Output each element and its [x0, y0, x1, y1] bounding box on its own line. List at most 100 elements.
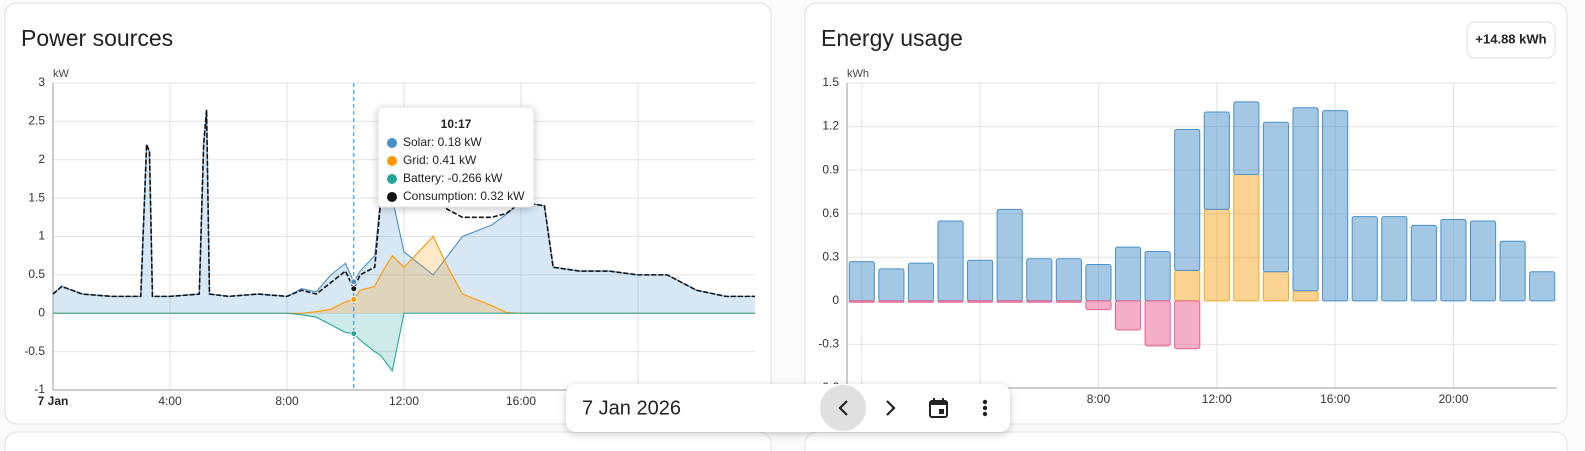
y-tick-label: 0: [832, 293, 839, 307]
bar: [1469, 220, 1497, 302]
x-tick-label: 4:00: [158, 394, 182, 408]
bar: [1144, 250, 1171, 302]
bar: [907, 262, 935, 302]
bar: [1322, 110, 1349, 302]
tooltip-swatch: [387, 174, 397, 184]
cursor-point: [350, 295, 358, 303]
prev-button[interactable]: [820, 385, 866, 431]
bar: [1203, 208, 1230, 302]
series-area: [53, 109, 755, 314]
calendar-icon-day: [939, 409, 944, 414]
menu-button[interactable]: [982, 399, 988, 417]
y-tick-label: -0.3: [818, 337, 839, 351]
y-tick-label: -1: [34, 382, 45, 396]
tooltip-item: Battery: -0.266 kW: [403, 171, 503, 185]
bar: [1085, 264, 1112, 302]
tooltip-title: 10:17: [441, 117, 472, 131]
chart-title: Power sources: [21, 25, 173, 51]
bar: [1144, 300, 1171, 347]
bar: [1529, 271, 1556, 302]
y-axis-unit: kWh: [847, 68, 869, 80]
y-tick-label: 0.5: [28, 267, 45, 281]
bar: [1499, 240, 1526, 302]
chevron-left: [838, 400, 848, 416]
bar: [937, 220, 964, 302]
bar: [1174, 269, 1201, 302]
menu-dot: [982, 411, 988, 417]
bar: [1410, 224, 1437, 302]
tooltip-swatch: [387, 156, 397, 166]
bar: [1351, 216, 1378, 302]
y-tick-label: 1: [38, 229, 45, 243]
bar: [967, 259, 994, 302]
bar: [878, 300, 905, 303]
date-picker-box: [566, 384, 1010, 432]
y-tick-label: -0.5: [24, 344, 45, 358]
x-tick-label: 8:00: [1087, 392, 1111, 406]
y-tick-label: 0: [38, 305, 45, 319]
cursor-point: [350, 278, 358, 286]
y-tick-label: 3: [38, 75, 45, 89]
badge-text: +14.88 kWh: [1475, 31, 1546, 46]
x-tick-label: 8:00: [275, 394, 299, 408]
next-button[interactable]: [886, 400, 896, 416]
tooltip-swatch: [387, 138, 397, 148]
y-axis-unit: kW: [53, 68, 70, 80]
x-tick-label: 16:00: [1320, 392, 1350, 406]
bar: [967, 300, 994, 303]
bar: [1026, 300, 1053, 303]
series-area: [53, 236, 755, 314]
bar: [878, 268, 905, 302]
calendar-icon-top: [930, 401, 947, 405]
bar: [1440, 219, 1467, 302]
bar: [1174, 300, 1201, 350]
tooltip: 10:17 Solar: 0.18 kW Grid: 0.41 kW Battery:…: [377, 106, 535, 208]
card: [4, 431, 772, 451]
x-tick-label: 12:00: [389, 394, 419, 408]
bar: [1381, 216, 1408, 302]
bar: [1026, 258, 1053, 302]
overlay: 10:17 Solar: 0.18 kW Grid: 0.41 kW Battery:…: [350, 83, 535, 390]
menu-dot: [982, 405, 988, 411]
y-tick-label: 2: [38, 152, 45, 166]
tooltip-box: [377, 106, 535, 208]
date-label: 7 Jan 2026: [582, 397, 681, 419]
y-tick-label: 0.9: [822, 162, 839, 176]
x-tick-label: 7 Jan: [38, 394, 69, 408]
y-tick-label: 2.5: [28, 114, 45, 128]
y-tick-label: 1.2: [822, 119, 839, 133]
menu-dot: [982, 399, 988, 405]
bar: [1114, 246, 1142, 302]
bar: [848, 300, 875, 303]
bar: [1055, 300, 1082, 303]
date-picker: 7 Jan 2026: [566, 384, 1010, 432]
bar: [848, 261, 875, 302]
bar: [1233, 101, 1260, 175]
y-tick-label: 1.5: [28, 190, 45, 204]
y-tick-label: 1.5: [822, 75, 839, 89]
bar: [1055, 258, 1082, 302]
x-tick-label: 12:00: [1202, 392, 1232, 406]
calendar-button[interactable]: [929, 398, 948, 418]
bar: [996, 300, 1023, 303]
cursor-point: [350, 285, 358, 293]
bar: [1292, 107, 1319, 292]
bar: [1262, 121, 1290, 273]
chart-title: Energy usage: [821, 25, 963, 51]
tooltip-item: Solar: 0.18 kW: [403, 135, 482, 149]
bar: [1203, 111, 1230, 210]
bar: [1085, 300, 1112, 311]
badge[interactable]: +14.88 kWh: [1466, 21, 1556, 59]
bar: [996, 208, 1023, 302]
x-tick-label: 20:00: [1438, 392, 1468, 406]
bar: [1233, 174, 1260, 302]
card: [4, 2, 772, 425]
prev-button-bg: [820, 385, 866, 431]
tooltip-item: Consumption: 0.32 kW: [403, 189, 525, 203]
tooltip-item: Grid: 0.41 kW: [403, 153, 477, 167]
cursor-point: [350, 330, 358, 338]
bar: [937, 300, 964, 303]
y-tick-label: 0.6: [822, 206, 839, 220]
y-tick-label: 0.3: [822, 249, 839, 263]
